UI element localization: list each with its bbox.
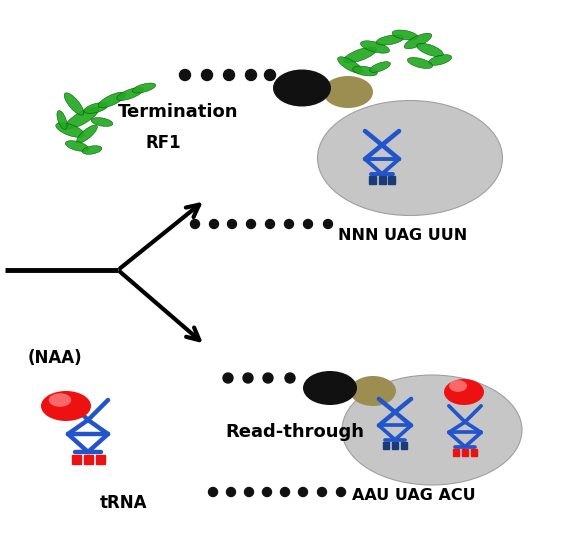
Bar <box>391 442 398 449</box>
Circle shape <box>244 487 254 497</box>
Ellipse shape <box>82 146 102 154</box>
Bar <box>71 455 80 464</box>
Ellipse shape <box>117 88 143 101</box>
Ellipse shape <box>56 123 84 137</box>
Text: AAU UAG ACU: AAU UAG ACU <box>352 489 475 504</box>
Ellipse shape <box>76 125 97 143</box>
Ellipse shape <box>361 41 390 53</box>
Circle shape <box>280 487 290 497</box>
Circle shape <box>262 487 272 497</box>
Ellipse shape <box>133 83 156 93</box>
Bar <box>471 449 477 456</box>
Bar <box>401 442 408 449</box>
Text: tRNA: tRNA <box>100 494 148 512</box>
Text: (NAA): (NAA) <box>28 349 83 367</box>
Bar <box>83 455 93 464</box>
Circle shape <box>201 70 212 81</box>
Circle shape <box>299 487 307 497</box>
Circle shape <box>223 70 234 81</box>
Circle shape <box>266 219 274 228</box>
Circle shape <box>245 70 256 81</box>
Ellipse shape <box>353 66 378 76</box>
Text: NNN UAG UUN: NNN UAG UUN <box>338 228 467 243</box>
Text: Termination: Termination <box>118 103 238 121</box>
Bar <box>453 449 459 456</box>
Ellipse shape <box>317 101 503 215</box>
Ellipse shape <box>65 107 99 129</box>
Circle shape <box>263 373 273 383</box>
Ellipse shape <box>369 61 390 72</box>
Ellipse shape <box>342 375 522 485</box>
Circle shape <box>228 219 236 228</box>
Circle shape <box>317 487 327 497</box>
Bar <box>461 449 468 456</box>
Circle shape <box>324 219 332 228</box>
Ellipse shape <box>64 93 84 115</box>
Circle shape <box>243 373 253 383</box>
Circle shape <box>208 487 218 497</box>
Text: Read-through: Read-through <box>225 423 364 441</box>
Ellipse shape <box>84 103 108 113</box>
Circle shape <box>285 373 295 383</box>
Circle shape <box>284 219 294 228</box>
Bar <box>383 442 389 449</box>
Ellipse shape <box>273 70 331 107</box>
Ellipse shape <box>428 54 452 65</box>
Circle shape <box>190 219 200 228</box>
Circle shape <box>226 487 236 497</box>
Circle shape <box>336 487 346 497</box>
Ellipse shape <box>449 380 467 392</box>
Circle shape <box>210 219 218 228</box>
Ellipse shape <box>49 393 71 407</box>
Ellipse shape <box>65 141 89 151</box>
Ellipse shape <box>350 376 396 406</box>
Ellipse shape <box>392 30 418 40</box>
Ellipse shape <box>343 47 376 63</box>
Ellipse shape <box>376 35 404 45</box>
Ellipse shape <box>408 58 433 69</box>
Bar <box>96 455 104 464</box>
Ellipse shape <box>303 371 357 405</box>
Ellipse shape <box>323 76 373 108</box>
Circle shape <box>223 373 233 383</box>
Ellipse shape <box>57 110 67 129</box>
Circle shape <box>247 219 255 228</box>
Bar <box>388 176 395 184</box>
Ellipse shape <box>41 391 91 421</box>
Text: RF1: RF1 <box>145 134 181 152</box>
Circle shape <box>265 70 276 81</box>
Bar <box>369 176 376 184</box>
Circle shape <box>179 70 190 81</box>
Ellipse shape <box>98 92 126 108</box>
Bar <box>379 176 386 184</box>
Ellipse shape <box>444 379 484 405</box>
Ellipse shape <box>338 57 362 73</box>
Ellipse shape <box>417 44 444 57</box>
Ellipse shape <box>91 118 113 126</box>
Circle shape <box>303 219 313 228</box>
Ellipse shape <box>404 33 432 49</box>
